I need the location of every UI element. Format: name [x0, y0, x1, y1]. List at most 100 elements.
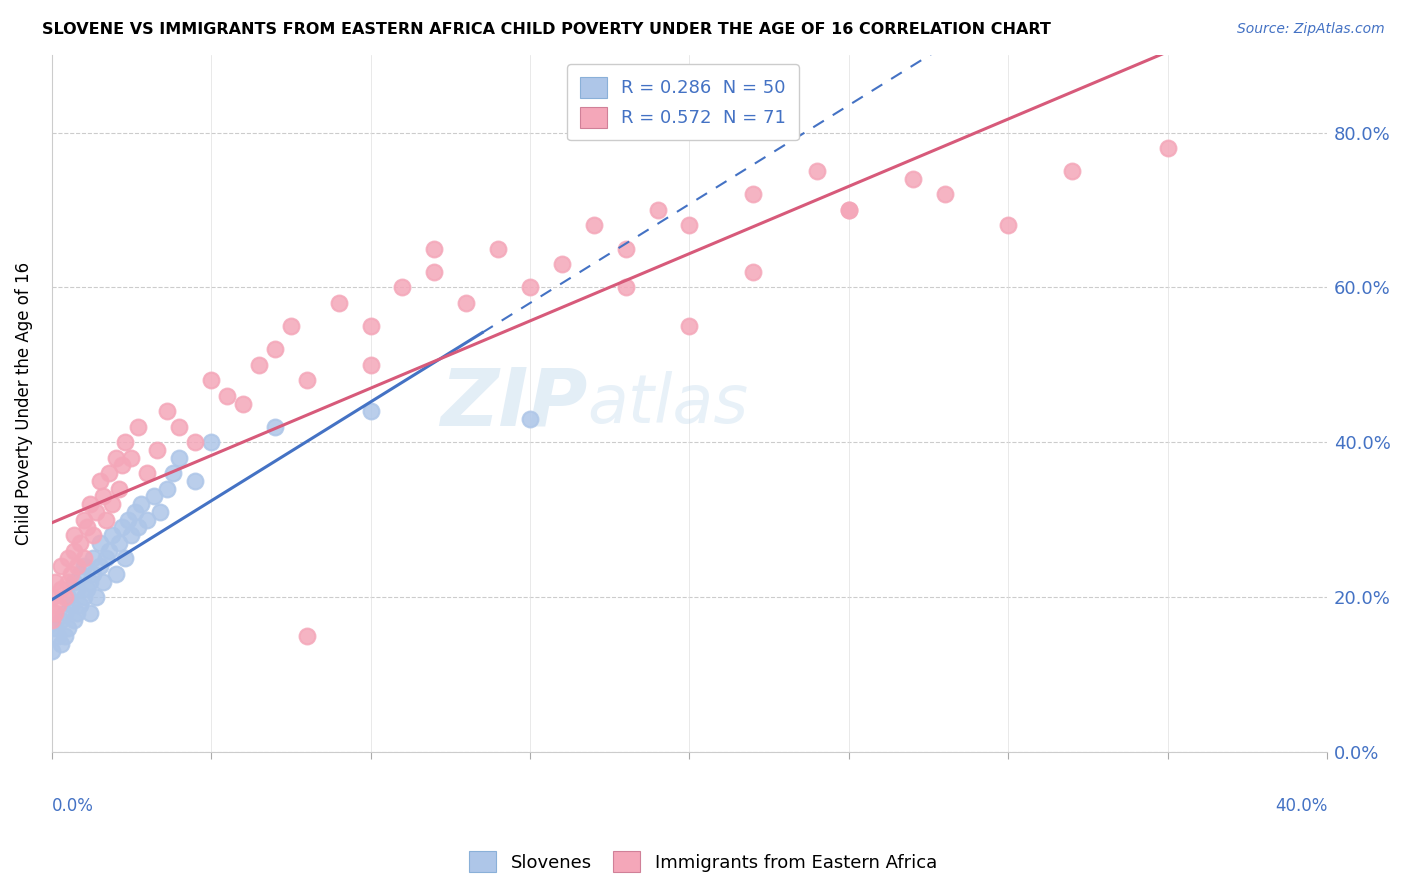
Point — [295, 629, 318, 643]
Point — [41, 613, 63, 627]
Point — [63, 543, 86, 558]
Point — [89, 474, 111, 488]
Point — [423, 242, 446, 256]
Point — [51, 613, 73, 627]
Point — [647, 202, 669, 217]
Point — [127, 419, 149, 434]
Point — [149, 505, 172, 519]
Point — [72, 590, 94, 604]
Point — [53, 590, 76, 604]
Point — [838, 202, 860, 217]
Point — [59, 598, 82, 612]
Point — [82, 566, 104, 581]
Point — [678, 319, 700, 334]
Point — [127, 520, 149, 534]
Legend: Slovenes, Immigrants from Eastern Africa: Slovenes, Immigrants from Eastern Africa — [460, 842, 946, 881]
Point — [44, 606, 66, 620]
Point — [86, 505, 108, 519]
Point — [742, 265, 765, 279]
Point — [59, 566, 82, 581]
Point — [136, 513, 159, 527]
Point — [91, 490, 114, 504]
Point — [129, 497, 152, 511]
Point — [934, 187, 956, 202]
Point — [98, 543, 121, 558]
Point — [86, 590, 108, 604]
Point — [901, 172, 924, 186]
Point — [155, 404, 177, 418]
Point — [89, 559, 111, 574]
Text: ZIP: ZIP — [440, 365, 588, 442]
Point — [69, 598, 91, 612]
Point — [51, 559, 73, 574]
Point — [111, 520, 134, 534]
Point — [51, 582, 73, 597]
Point — [79, 497, 101, 511]
Point — [53, 606, 76, 620]
Point — [217, 389, 239, 403]
Point — [51, 636, 73, 650]
Point — [76, 520, 98, 534]
Point — [79, 574, 101, 589]
Point — [44, 621, 66, 635]
Point — [69, 536, 91, 550]
Point — [56, 621, 79, 635]
Point — [806, 164, 828, 178]
Point — [53, 629, 76, 643]
Point — [72, 513, 94, 527]
Point — [114, 435, 136, 450]
Point — [360, 319, 382, 334]
Point — [89, 536, 111, 550]
Point — [76, 582, 98, 597]
Text: SLOVENE VS IMMIGRANTS FROM EASTERN AFRICA CHILD POVERTY UNDER THE AGE OF 16 CORR: SLOVENE VS IMMIGRANTS FROM EASTERN AFRIC… — [42, 22, 1052, 37]
Point — [1157, 141, 1180, 155]
Point — [1062, 164, 1084, 178]
Point — [121, 450, 143, 465]
Point — [82, 551, 104, 566]
Y-axis label: Child Poverty Under the Age of 16: Child Poverty Under the Age of 16 — [15, 262, 32, 545]
Point — [614, 280, 637, 294]
Point — [69, 566, 91, 581]
Point — [56, 590, 79, 604]
Point — [82, 528, 104, 542]
Point — [486, 242, 509, 256]
Point — [63, 528, 86, 542]
Point — [838, 202, 860, 217]
Point — [162, 466, 184, 480]
Point — [280, 319, 302, 334]
Point — [94, 513, 117, 527]
Point — [46, 629, 69, 643]
Point — [360, 404, 382, 418]
Point — [41, 644, 63, 658]
Point — [101, 528, 124, 542]
Point — [66, 582, 89, 597]
Point — [107, 482, 129, 496]
Text: 40.0%: 40.0% — [1275, 797, 1327, 815]
Point — [46, 598, 69, 612]
Point — [72, 559, 94, 574]
Point — [295, 373, 318, 387]
Point — [114, 551, 136, 566]
Text: Source: ZipAtlas.com: Source: ZipAtlas.com — [1237, 22, 1385, 37]
Point — [678, 219, 700, 233]
Point — [551, 257, 574, 271]
Point — [121, 528, 143, 542]
Point — [136, 466, 159, 480]
Point — [44, 574, 66, 589]
Point — [146, 442, 169, 457]
Point — [98, 466, 121, 480]
Point — [169, 419, 191, 434]
Point — [264, 343, 287, 357]
Point — [79, 606, 101, 620]
Point — [423, 265, 446, 279]
Point — [169, 450, 191, 465]
Point — [391, 280, 413, 294]
Point — [104, 566, 127, 581]
Point — [117, 513, 139, 527]
Point — [247, 358, 270, 372]
Point — [56, 551, 79, 566]
Point — [997, 219, 1019, 233]
Point — [582, 219, 605, 233]
Legend: R = 0.286  N = 50, R = 0.572  N = 71: R = 0.286 N = 50, R = 0.572 N = 71 — [567, 64, 799, 140]
Point — [328, 296, 350, 310]
